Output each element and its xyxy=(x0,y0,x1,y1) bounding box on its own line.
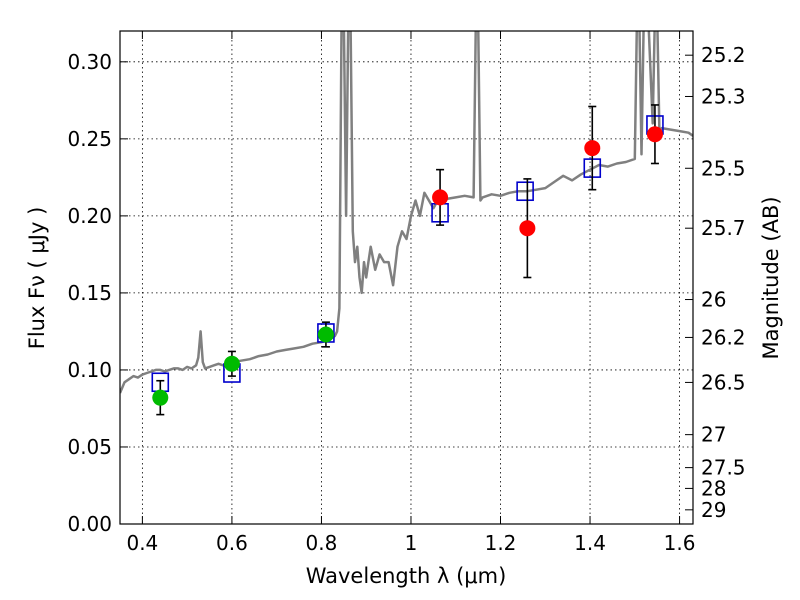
x-tick-label: 1 xyxy=(405,531,418,555)
x-tick-label: 1.6 xyxy=(664,531,696,555)
data-point xyxy=(432,189,449,206)
x-axis-label: Wavelength λ (μm) xyxy=(306,564,507,588)
x-tick-label: 0.4 xyxy=(126,531,158,555)
axis-ticks: 0.4 0.6 0.8 1 1.2 1.4 1.6 0.00 0.05 0.10 0.15 0.20 0… xyxy=(67,31,746,555)
y-tick-label: 0.15 xyxy=(67,281,112,305)
x-tick-label: 0.8 xyxy=(306,531,338,555)
plot-data xyxy=(120,31,693,416)
data-point xyxy=(646,126,663,143)
grid-lines xyxy=(120,31,693,525)
y-tick-label: 0.20 xyxy=(67,204,112,228)
x-tick-label: 1.4 xyxy=(574,531,606,555)
plot-frame xyxy=(119,30,694,525)
right-tick-label: 26.2 xyxy=(701,325,746,349)
y-tick-label: 0.10 xyxy=(67,358,112,382)
right-tick-label: 26 xyxy=(701,288,726,312)
data-point xyxy=(152,389,169,406)
right-tick-label: 26.5 xyxy=(701,370,746,394)
model-box xyxy=(516,181,534,202)
x-tick-label: 0.6 xyxy=(216,531,248,555)
y-tick-label: 0.25 xyxy=(67,127,112,151)
right-tick-label: 27 xyxy=(701,423,726,447)
right-tick-label: 25.7 xyxy=(701,216,746,240)
y-axis-label: Flux Fν ( μJy ) xyxy=(25,207,49,350)
y-axis-label-right: Magnitude (AB) xyxy=(759,196,783,359)
y-tick-label: 0.30 xyxy=(67,50,112,74)
data-point xyxy=(317,326,334,343)
data-point xyxy=(519,220,536,237)
right-tick-label: 27.5 xyxy=(701,456,746,480)
y-tick-label: 0.00 xyxy=(67,512,112,536)
spectrum-line xyxy=(120,31,693,394)
right-tick-label: 28 xyxy=(701,476,726,500)
right-tick-label: 25.3 xyxy=(701,84,746,108)
x-tick-label: 1.2 xyxy=(485,531,517,555)
right-tick-label: 25.5 xyxy=(701,156,746,180)
data-point xyxy=(223,355,240,372)
y-tick-label: 0.05 xyxy=(67,435,112,459)
data-point xyxy=(584,140,601,157)
right-tick-label: 29 xyxy=(701,498,726,522)
right-tick-label: 25.2 xyxy=(701,43,746,67)
